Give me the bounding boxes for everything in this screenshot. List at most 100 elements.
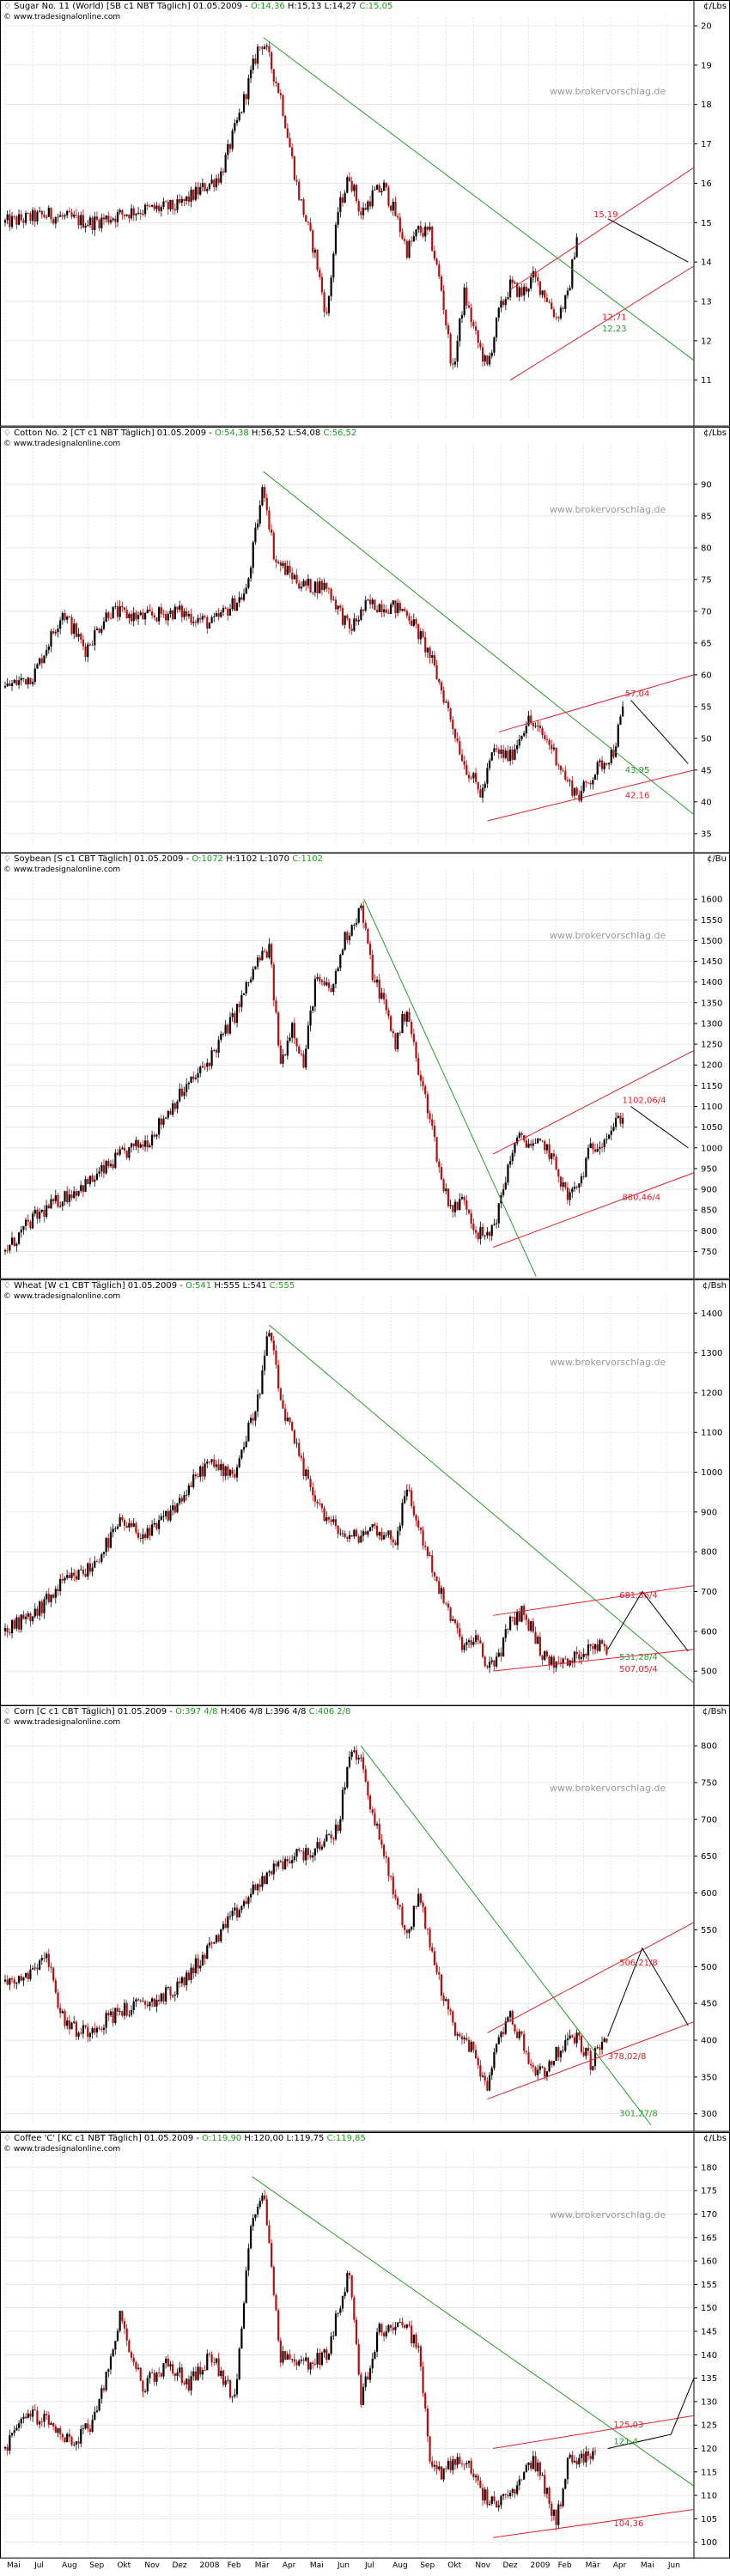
candle-body bbox=[392, 599, 394, 605]
candle-body bbox=[305, 2357, 307, 2361]
candle-body bbox=[390, 205, 392, 211]
candle-body bbox=[102, 2027, 106, 2031]
candle-body bbox=[17, 2423, 21, 2428]
candle-body bbox=[330, 277, 332, 296]
candle-body bbox=[143, 2002, 147, 2005]
candle-body bbox=[313, 581, 317, 592]
candle-body bbox=[261, 1370, 264, 1394]
candle-body bbox=[88, 1176, 92, 1185]
candle-body bbox=[220, 1463, 222, 1471]
candle-body bbox=[411, 2325, 413, 2344]
candle-body bbox=[268, 509, 271, 530]
candle-body bbox=[249, 567, 252, 579]
candle-body bbox=[199, 1466, 202, 1477]
y-tick-label: 1300 bbox=[701, 1020, 722, 1030]
candle-body bbox=[527, 1143, 530, 1148]
candle-body bbox=[95, 1560, 99, 1562]
candle-body bbox=[61, 1578, 64, 1581]
candle-body bbox=[277, 1012, 280, 1046]
candle-body bbox=[130, 1522, 133, 1527]
candle-body bbox=[435, 2464, 438, 2470]
candle-body bbox=[77, 2441, 80, 2444]
candle-body bbox=[408, 1489, 411, 1491]
candle-body bbox=[426, 2408, 429, 2437]
candle-body bbox=[555, 1156, 557, 1170]
candle-body bbox=[95, 2410, 99, 2412]
candle-body bbox=[213, 1942, 216, 1944]
candle-body bbox=[238, 1458, 240, 1467]
panel-frame bbox=[0, 0, 730, 427]
candle-body bbox=[40, 1210, 43, 1212]
candle-body bbox=[607, 1134, 611, 1139]
candle-body bbox=[227, 143, 229, 155]
candle-body bbox=[511, 279, 514, 283]
candle-body bbox=[46, 1205, 48, 1218]
candle-body bbox=[66, 1575, 69, 1578]
candle-body bbox=[130, 1143, 133, 1148]
y-tick-label: 750 bbox=[701, 1248, 717, 1257]
candle-body bbox=[94, 216, 96, 230]
candle-body bbox=[582, 1653, 585, 1657]
candle-body bbox=[593, 1643, 597, 1649]
candle-body bbox=[566, 2038, 569, 2041]
candle-body bbox=[125, 1151, 128, 1158]
candle-body bbox=[245, 587, 247, 593]
candle-body bbox=[146, 204, 149, 206]
candle-body bbox=[484, 1656, 486, 1667]
candle-body bbox=[279, 562, 282, 566]
candle-body bbox=[128, 1522, 131, 1528]
open-value: O:54,38 bbox=[215, 428, 249, 438]
candle-body bbox=[380, 993, 383, 999]
chart-symbol-icon: ♢ bbox=[3, 854, 15, 865]
chart-header: ♢ Soybean [S c1 CBT Täglich] 01.05.2009 … bbox=[3, 854, 323, 864]
candle-body bbox=[382, 2332, 386, 2336]
candle-body bbox=[509, 1616, 512, 1630]
candle-body bbox=[31, 2409, 34, 2417]
candle-body bbox=[385, 2331, 387, 2336]
candle-body bbox=[46, 1953, 48, 1959]
candle-body bbox=[160, 606, 162, 614]
candle-body bbox=[95, 2028, 99, 2033]
candle-body bbox=[162, 1993, 165, 2002]
candle-body bbox=[17, 679, 21, 685]
candle-body bbox=[440, 1588, 443, 1594]
candle-body bbox=[435, 1576, 438, 1581]
candle-body bbox=[518, 1133, 520, 1139]
candle-body bbox=[346, 2273, 349, 2293]
candle-body bbox=[261, 486, 264, 506]
candle-body bbox=[27, 1219, 29, 1222]
candle-body bbox=[15, 1983, 18, 1984]
candle-body bbox=[50, 1967, 52, 1969]
y-tick-label: 45 bbox=[701, 766, 712, 775]
candle-body bbox=[472, 321, 475, 326]
candle-body bbox=[204, 2370, 206, 2371]
y-tick-label: 600 bbox=[701, 1627, 717, 1637]
candle-body bbox=[289, 1862, 291, 1864]
candle-body bbox=[380, 1839, 383, 1845]
candle-body bbox=[465, 1200, 468, 1211]
candle-body bbox=[337, 968, 339, 972]
candle-body bbox=[43, 2414, 46, 2422]
candle-body bbox=[289, 1037, 291, 1042]
candle-body bbox=[162, 201, 165, 208]
candle-body bbox=[31, 1213, 34, 1229]
y-tick-label: 1400 bbox=[701, 1309, 722, 1319]
candle-body bbox=[132, 1143, 135, 1147]
candle-body bbox=[204, 616, 206, 617]
chart-svg: 300350400450500550600650700750800506,21/… bbox=[0, 1705, 730, 2132]
candle-body bbox=[59, 1578, 62, 1591]
candle-body bbox=[98, 219, 100, 228]
candle-body bbox=[33, 210, 36, 222]
candle-body bbox=[125, 214, 128, 216]
candle-body bbox=[107, 216, 110, 223]
candle-body bbox=[453, 361, 457, 365]
candle-body bbox=[527, 1619, 530, 1631]
candle-body bbox=[405, 1489, 408, 1497]
candle-body bbox=[112, 606, 114, 618]
candle-body bbox=[6, 683, 9, 686]
candle-body bbox=[210, 2354, 213, 2363]
candle-body bbox=[571, 1188, 574, 1193]
candle-body bbox=[320, 1503, 324, 1509]
candle-body bbox=[562, 2050, 564, 2052]
